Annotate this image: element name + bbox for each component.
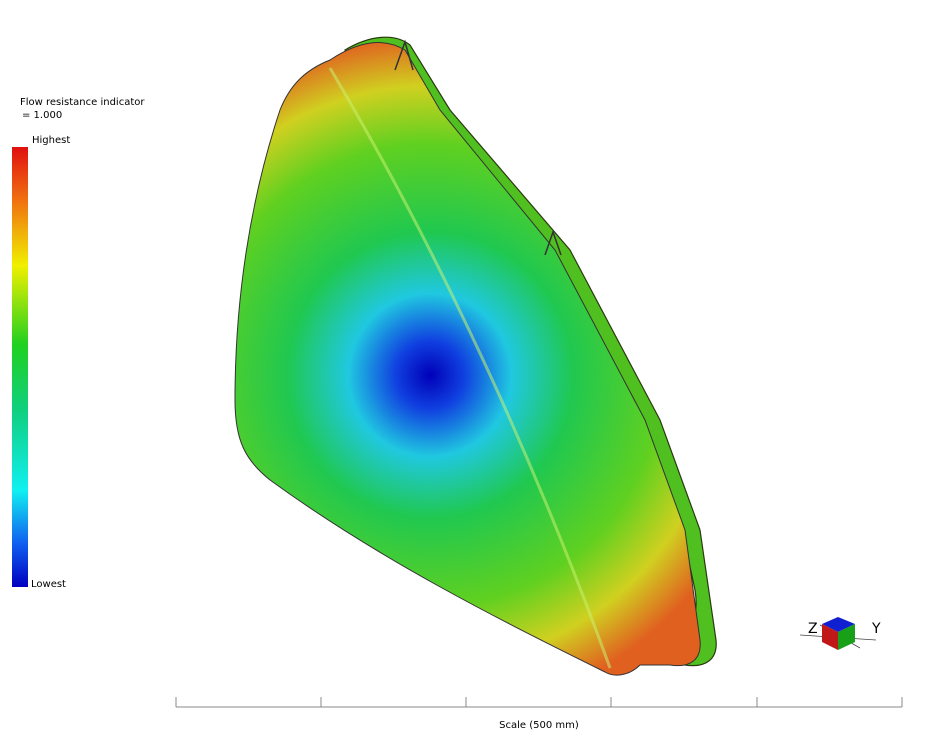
scale-label: Scale (500 mm) [499, 720, 579, 731]
part-surface [234, 42, 701, 676]
legend-title: Flow resistance indicator [20, 97, 145, 108]
part-model [234, 36, 717, 676]
cube-right [838, 624, 855, 650]
part-rim [343, 36, 717, 667]
part-clips [394, 39, 562, 256]
axis-z: Z [808, 621, 818, 637]
legend-value: = 1.000 [22, 110, 62, 121]
color-bar [12, 147, 28, 587]
cube-left [822, 624, 838, 650]
legend-low: Lowest [31, 579, 66, 590]
axis-y: Y [871, 621, 881, 637]
cube-top [822, 617, 855, 632]
axis-triad: Z Y [799, 617, 881, 650]
legend-high: Highest [32, 135, 70, 146]
part-ridge [328, 67, 612, 669]
scale-bar [175, 697, 903, 708]
